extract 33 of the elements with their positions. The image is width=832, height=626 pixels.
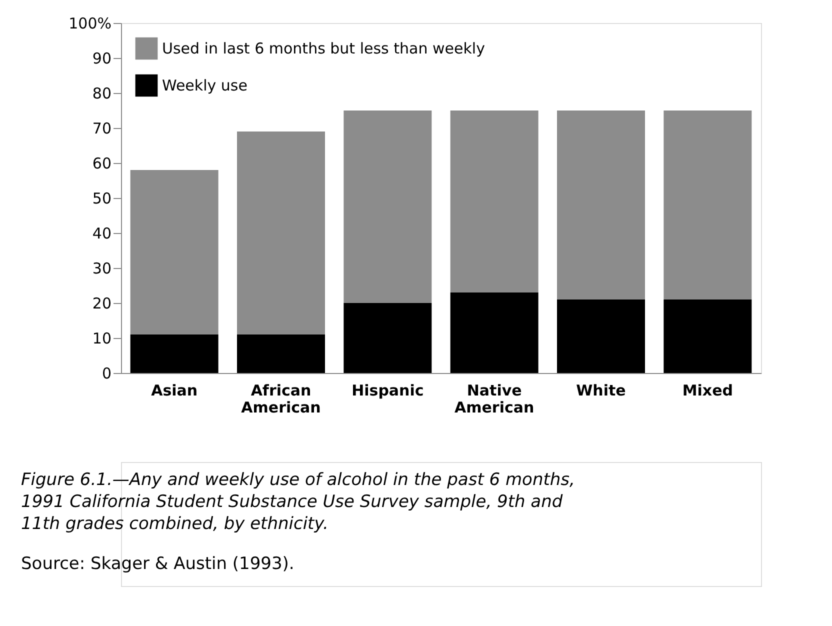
y-tick-label: 90: [92, 50, 112, 68]
bar: [344, 110, 432, 303]
bar: [450, 292, 538, 373]
y-tick-label: 40: [92, 224, 112, 242]
x-tick-label: Native American: [454, 382, 534, 416]
bar: [130, 334, 218, 373]
y-tick-label: 30: [92, 260, 112, 278]
legend-label: Used in last 6 months but less than weekly: [162, 40, 486, 58]
bar: [557, 110, 645, 300]
x-tick-label: White: [576, 382, 626, 400]
legend-label: Weekly use: [162, 76, 248, 94]
y-tick-label: 80: [92, 84, 112, 102]
bar: [450, 110, 538, 292]
bar: [557, 300, 645, 373]
bar: [664, 300, 752, 373]
y-tick-label: 10: [92, 330, 112, 348]
y-tick-label: 70: [92, 120, 112, 138]
bar: [664, 110, 752, 300]
bar: [237, 132, 325, 334]
x-tick-label: Hispanic: [352, 382, 424, 400]
y-tick-label: 50: [92, 190, 112, 208]
bar: [130, 170, 218, 334]
source-note: Source: Skager & Austin (1993).: [21, 554, 294, 574]
y-tick-label: 60: [92, 154, 112, 172]
y-tick-label: 100%: [68, 14, 112, 32]
x-tick-label: Asian: [151, 382, 198, 400]
text: Figure 6.1.—Any and weekly use of alcohol in the past 6 months, 1991 California Student Substance Use Survey sample, 9th and 11th grades combined, by ethnicity.: [21, 470, 575, 534]
bar: [237, 334, 325, 373]
y-tick-label: 20: [92, 294, 112, 312]
y-tick-label: 0: [102, 364, 112, 382]
bar: [344, 303, 432, 373]
x-tick-label: African American: [241, 382, 321, 416]
x-tick-label: Mixed: [682, 382, 733, 400]
